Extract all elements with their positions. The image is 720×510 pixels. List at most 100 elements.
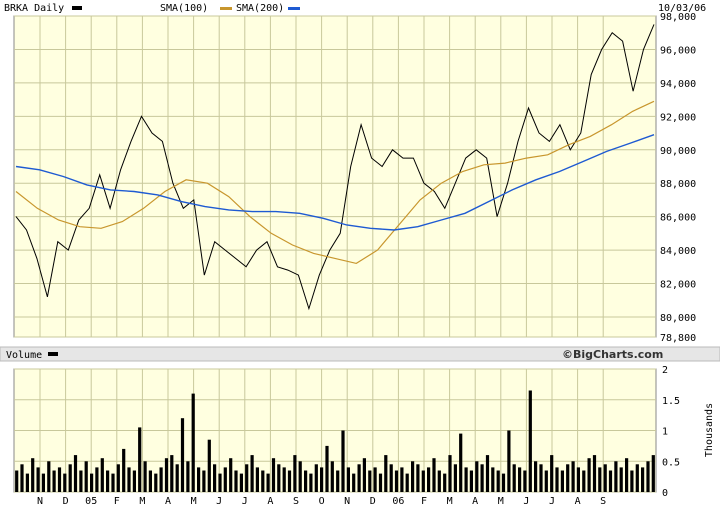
price-y-axis: 78,800 80,000 82,000 84,000 86,000 88,000 90,0…: [660, 12, 696, 344]
volume-bar: [475, 461, 479, 493]
volume-bar: [619, 467, 623, 492]
volume-bar: [336, 470, 340, 492]
volume-bar: [95, 467, 99, 492]
volume-bar: [469, 470, 473, 492]
volume-bar: [122, 448, 126, 492]
volume-bar: [352, 473, 356, 492]
price-legend-swatch: [72, 6, 82, 10]
price-y-tick-label: 80,000: [660, 313, 696, 324]
volume-bar: [218, 473, 222, 492]
price-y-tick-label: 86,000: [660, 213, 696, 224]
price-y-tick-label: 92,000: [660, 112, 696, 123]
volume-bar: [180, 418, 185, 492]
volume-bar: [213, 464, 217, 492]
volume-bar: [106, 470, 110, 492]
volume-bar: [239, 473, 243, 492]
x-axis: N D 05 F M A M J J A S O N D 06 F M A M J J A S: [37, 496, 606, 507]
x-tick-label: F: [114, 496, 120, 507]
volume-bar: [576, 467, 580, 492]
x-tick-label: A: [472, 496, 478, 507]
volume-bar: [132, 470, 136, 492]
volume-bar: [523, 470, 527, 492]
volume-bar: [229, 458, 233, 492]
volume-bar: [73, 455, 78, 492]
x-tick-label: O: [319, 496, 325, 507]
x-tick-label: S: [600, 496, 606, 507]
volume-bar: [598, 467, 602, 492]
volume-bar: [625, 458, 629, 492]
volume-bar: [154, 473, 158, 492]
volume-unit-label: Thousands: [704, 403, 715, 457]
volume-bars: [15, 390, 655, 493]
volume-bar: [646, 461, 650, 493]
volume-bar: [641, 467, 645, 492]
volume-bar: [186, 461, 190, 493]
volume-bar: [57, 467, 62, 492]
volume-bar: [202, 470, 206, 492]
header-bar: [0, 0, 720, 16]
volume-bar: [411, 461, 415, 493]
price-y-tick-label: 78,800: [660, 333, 696, 344]
x-tick-label: 06: [392, 496, 404, 507]
volume-bar: [362, 458, 366, 492]
volume-bar: [512, 464, 516, 492]
x-tick-label: D: [370, 496, 376, 507]
volume-bar: [544, 470, 548, 492]
volume-bar: [592, 455, 597, 492]
x-tick-label: D: [63, 496, 69, 507]
x-tick-label: N: [344, 496, 350, 507]
volume-bar: [635, 464, 639, 492]
volume-bar: [453, 464, 457, 492]
volume-bar: [325, 445, 329, 492]
volume-bar: [309, 473, 313, 492]
volume-bar: [587, 458, 591, 492]
volume-bar: [330, 461, 334, 493]
volume-bar: [261, 470, 265, 492]
volume-bar: [170, 455, 174, 492]
volume-bar: [320, 467, 324, 492]
volume-bar: [304, 470, 308, 492]
volume-bar: [20, 464, 24, 492]
volume-bar: [191, 393, 195, 492]
volume-y-tick-label: 2: [662, 365, 668, 376]
volume-bar: [550, 455, 554, 492]
x-tick-label: 05: [85, 496, 97, 507]
volume-bar: [485, 455, 490, 492]
volume-bar: [518, 467, 522, 492]
volume-bar: [496, 470, 500, 492]
volume-bar: [534, 461, 538, 493]
volume-bar: [416, 464, 420, 492]
volume-bar: [282, 467, 286, 492]
volume-bar: [651, 455, 655, 492]
price-y-tick-label: 98,000: [660, 12, 696, 23]
volume-bar: [405, 473, 409, 492]
volume-bar: [528, 390, 532, 492]
volume-bar: [566, 464, 570, 492]
symbol-label: BRKA Daily: [4, 3, 64, 14]
volume-y-tick-label: 0: [662, 488, 668, 499]
sma100-legend-swatch: [220, 7, 232, 10]
volume-bar: [63, 473, 67, 492]
volume-bar: [234, 470, 238, 492]
volume-bar: [138, 427, 142, 492]
volume-bar: [164, 458, 169, 492]
volume-bar: [47, 461, 51, 493]
volume-bar: [197, 467, 201, 492]
x-tick-label: A: [165, 496, 171, 507]
volume-bar: [432, 458, 436, 492]
volume-bar: [255, 467, 259, 492]
bigcharts-brand: ©BigCharts.com: [562, 348, 663, 361]
volume-bar: [175, 464, 179, 492]
volume-bar: [148, 470, 152, 492]
volume-bar: [223, 467, 227, 492]
volume-bar: [25, 473, 29, 492]
volume-bar: [245, 464, 249, 492]
volume-bar: [448, 455, 452, 492]
volume-bar: [159, 467, 163, 492]
volume-bar: [41, 473, 45, 492]
volume-bar: [116, 464, 120, 492]
volume-bar: [608, 470, 613, 492]
volume-bar: [603, 464, 607, 492]
volume-bar: [111, 473, 115, 492]
